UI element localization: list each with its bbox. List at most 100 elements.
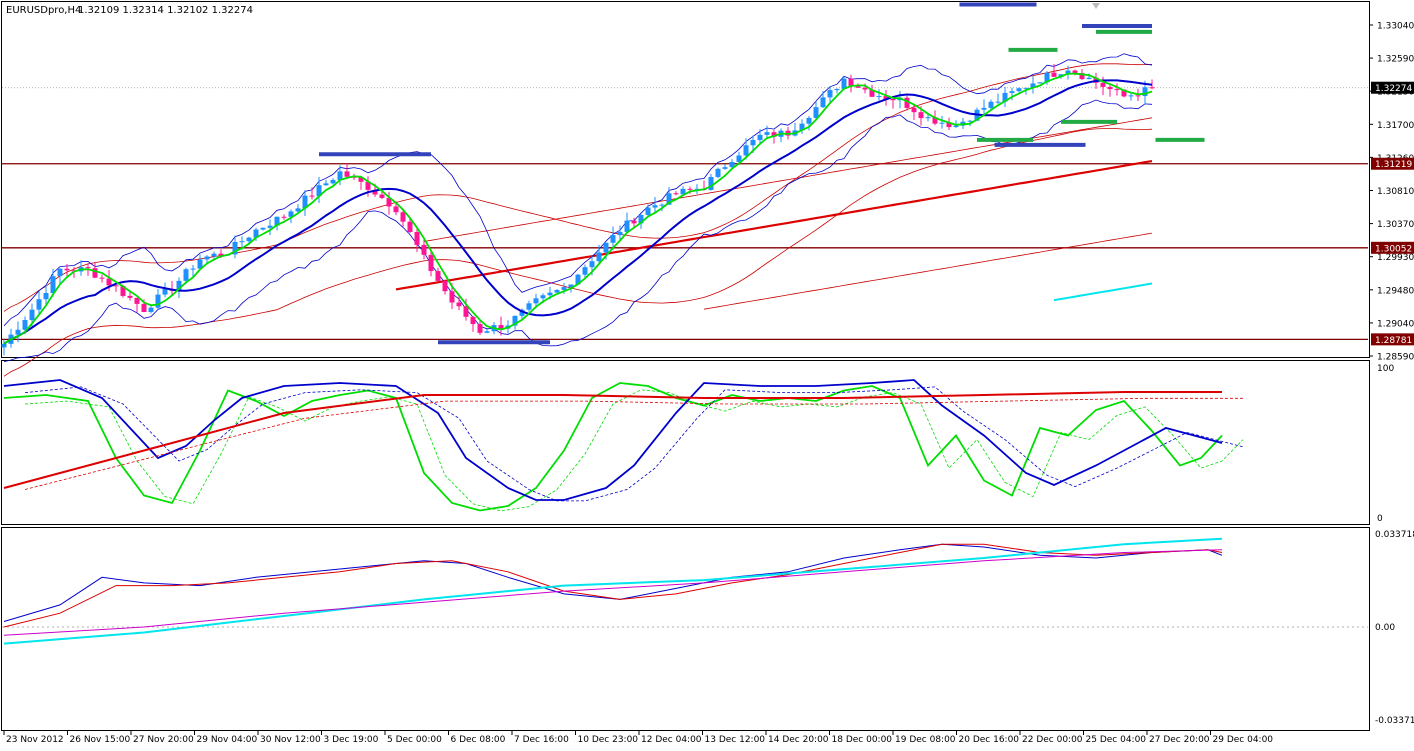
fast-ma-line xyxy=(3,72,1153,345)
candle-body xyxy=(540,295,546,299)
current-price-label-box xyxy=(1371,81,1414,94)
x-tick-label: 29 Dec 04:00 xyxy=(1213,735,1274,745)
candle-body xyxy=(764,132,770,135)
candle-body xyxy=(673,193,679,195)
candle-body xyxy=(596,252,602,262)
long-envelope-lower xyxy=(703,232,1153,310)
candle-body xyxy=(64,268,70,271)
candle-body xyxy=(680,188,686,195)
candle-body xyxy=(1051,72,1057,77)
candle-body xyxy=(988,101,994,108)
candle-body xyxy=(820,97,826,108)
macd-tick-label: 0.033718 xyxy=(1375,530,1414,540)
candle-body xyxy=(337,171,343,180)
macd-cyan-line xyxy=(3,537,1223,645)
candle-body xyxy=(246,237,252,242)
candle-body xyxy=(904,97,910,108)
price-pane[interactable] xyxy=(1,1,1370,358)
candle-body xyxy=(722,167,728,169)
candle-body xyxy=(589,261,595,268)
envelope-upper-line xyxy=(3,63,1153,312)
candle-body xyxy=(15,329,21,335)
candle-body xyxy=(288,211,294,217)
candle-body xyxy=(1030,83,1036,88)
candle-body xyxy=(106,278,112,286)
x-tick-label: 30 Nov 12:00 xyxy=(260,735,321,745)
candle-body xyxy=(260,227,266,230)
level-price-label-box xyxy=(1371,241,1414,254)
x-tick-label: 27 Dec 20:00 xyxy=(1149,735,1210,745)
candle-body xyxy=(449,291,455,303)
candle-body xyxy=(274,216,280,226)
candle-body xyxy=(568,284,574,288)
axis-layer: 1.330401.325901.321501.317001.312601.308… xyxy=(3,22,1414,745)
candle-body xyxy=(519,309,525,316)
candle-body xyxy=(344,171,350,177)
x-tick-label: 10 Dec 23:00 xyxy=(578,735,639,745)
candle-body xyxy=(512,315,518,326)
candle-body xyxy=(890,98,896,101)
candle-body xyxy=(400,212,406,222)
candle-body xyxy=(428,254,434,272)
y-tick-label: 1.29040 xyxy=(1377,319,1414,329)
candle-body xyxy=(925,117,931,119)
oscillator-blue-signal xyxy=(24,386,1244,502)
candle-body xyxy=(561,287,567,290)
y-tick-label: 1.33040 xyxy=(1377,22,1414,32)
candle-body xyxy=(463,306,469,317)
candle-body xyxy=(533,298,539,304)
candle-body xyxy=(120,286,126,296)
oscillator-layer xyxy=(3,379,1244,512)
macd-pane[interactable] xyxy=(1,527,1370,731)
candle-body xyxy=(1128,95,1134,97)
x-tick-label: 29 Nov 04:00 xyxy=(197,735,258,745)
candle-body xyxy=(1107,86,1113,90)
candle-body xyxy=(309,195,315,197)
candle-body xyxy=(1142,87,1148,96)
y-tick-label: 1.28590 xyxy=(1377,353,1414,363)
scroll-indicator-icon[interactable] xyxy=(1092,3,1100,9)
candle-body xyxy=(1044,72,1050,83)
candle-body xyxy=(855,86,861,88)
oscillator-pane[interactable] xyxy=(1,360,1370,525)
candle-body xyxy=(708,176,714,190)
level-price-label-box xyxy=(1371,333,1414,346)
current-price-label: 1.32274 xyxy=(1375,84,1412,94)
candle-body xyxy=(799,123,805,131)
candle-body xyxy=(1065,70,1071,75)
candle-body xyxy=(470,316,476,325)
candle-body xyxy=(582,267,588,275)
candle-body xyxy=(1121,89,1127,97)
long-ma-line xyxy=(395,160,1153,291)
candle-body xyxy=(155,294,161,308)
x-tick-label: 6 Dec 08:00 xyxy=(451,735,506,745)
candle-body xyxy=(393,206,399,213)
level-price-label: 1.28781 xyxy=(1375,336,1412,346)
oscillator-red-line xyxy=(3,391,1222,489)
candle-body xyxy=(547,292,553,296)
candle-body xyxy=(1100,82,1106,87)
candle-body xyxy=(1002,92,1008,102)
candle-body xyxy=(36,299,42,310)
price-layer xyxy=(1,2,1368,377)
candle-body xyxy=(386,197,392,207)
candle-body xyxy=(827,90,833,98)
candle-body xyxy=(253,229,259,238)
candle-body xyxy=(995,101,1001,103)
macd-red-line xyxy=(3,543,1223,628)
candle-body xyxy=(134,297,140,304)
candle-body xyxy=(379,194,385,198)
candle-body xyxy=(50,276,56,294)
x-tick-label: 19 Dec 08:00 xyxy=(895,735,956,745)
y-tick-label: 1.29930 xyxy=(1377,253,1414,263)
candle-body xyxy=(953,125,959,128)
candle-body xyxy=(281,216,287,218)
candle-body xyxy=(666,193,672,205)
candle-body xyxy=(876,96,882,98)
x-tick-label: 25 Dec 04:00 xyxy=(1086,735,1147,745)
candle-body xyxy=(834,88,840,91)
candle-body xyxy=(484,331,490,333)
candle-body xyxy=(575,274,581,285)
candle-body xyxy=(498,325,504,329)
